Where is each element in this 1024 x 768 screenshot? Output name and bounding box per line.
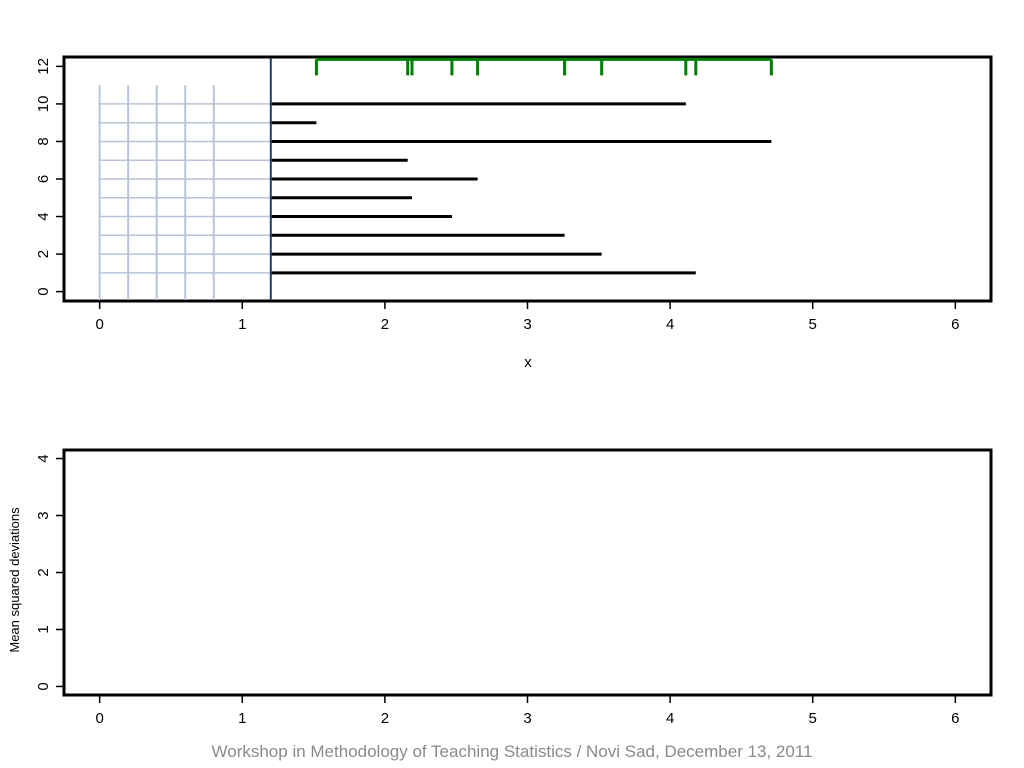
top-x-axis-label: x bbox=[524, 354, 532, 371]
bottom-plot-frame bbox=[62, 448, 993, 697]
top-y-tick-label: 4 bbox=[35, 212, 52, 220]
top-x-tick-label: 1 bbox=[238, 316, 246, 333]
top-x-tick-label: 4 bbox=[666, 316, 674, 333]
bottom-y-axis-label: Mean squared deviations bbox=[7, 507, 22, 653]
footer-text: Workshop in Methodology of Teaching Stat… bbox=[211, 742, 813, 761]
bottom-y-axis: 0 1 2 3 4 bbox=[35, 454, 63, 691]
bottom-y-tick-label: 1 bbox=[35, 625, 52, 633]
top-x-tick-label: 6 bbox=[951, 316, 959, 333]
top-x-tick-label: 2 bbox=[381, 316, 389, 333]
top-y-tick-label: 6 bbox=[35, 175, 52, 183]
top-x-tick-label: 0 bbox=[95, 316, 103, 333]
top-y-tick-label: 12 bbox=[35, 58, 52, 75]
bottom-x-tick-label: 6 bbox=[951, 710, 959, 727]
top-grid-lines bbox=[98, 85, 271, 300]
top-x-axis: 0 1 2 3 4 5 6 bbox=[95, 302, 960, 333]
bottom-x-tick-label: 2 bbox=[381, 710, 389, 727]
bottom-x-tick-label: 4 bbox=[666, 710, 674, 727]
top-segments bbox=[270, 102, 772, 275]
bottom-y-tick-label: 0 bbox=[35, 682, 52, 690]
top-x-tick-label: 3 bbox=[523, 316, 531, 333]
top-plot-frame bbox=[62, 55, 993, 303]
bottom-x-tick-label: 0 bbox=[95, 710, 103, 727]
bottom-y-tick-label: 4 bbox=[35, 454, 52, 462]
top-y-tick-label: 8 bbox=[35, 137, 52, 145]
top-rug-marks bbox=[314, 57, 773, 76]
bottom-y-tick-label: 2 bbox=[35, 568, 52, 576]
bottom-y-tick-label: 3 bbox=[35, 511, 52, 519]
bottom-x-tick-label: 1 bbox=[238, 710, 246, 727]
top-x-tick-label: 5 bbox=[809, 316, 817, 333]
top-y-axis: 0 2 4 6 8 10 12 bbox=[35, 58, 63, 296]
top-y-tick-label: 10 bbox=[35, 96, 52, 113]
top-y-tick-label: 0 bbox=[35, 287, 52, 295]
bottom-x-axis: 0 1 2 3 4 5 6 bbox=[95, 696, 960, 727]
bottom-x-tick-label: 3 bbox=[523, 710, 531, 727]
bottom-x-tick-label: 5 bbox=[809, 710, 817, 727]
top-y-tick-label: 2 bbox=[35, 250, 52, 258]
